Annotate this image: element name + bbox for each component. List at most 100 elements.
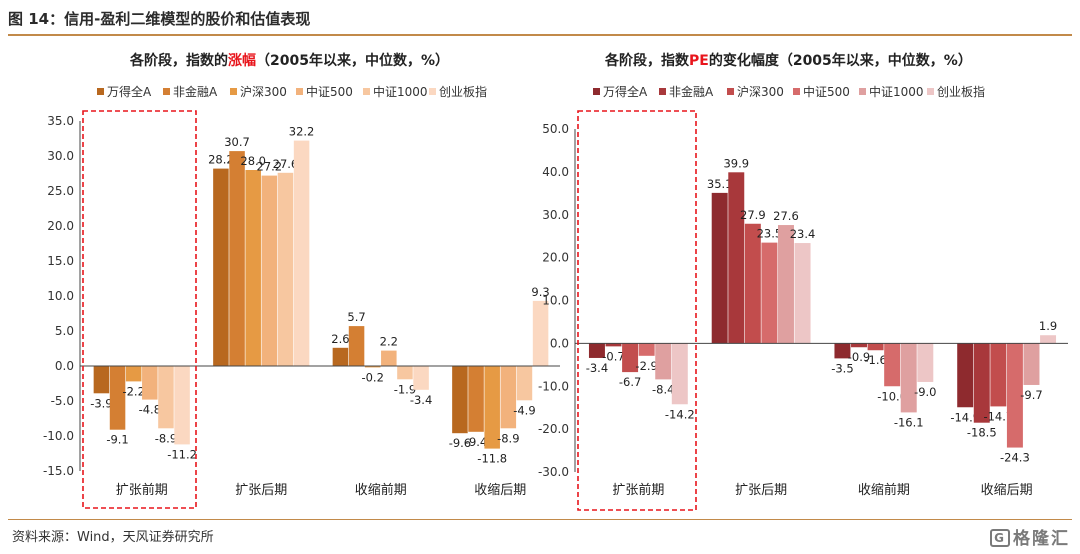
right-bar bbox=[867, 343, 884, 351]
left-bar bbox=[364, 366, 381, 368]
right-bar bbox=[973, 343, 990, 423]
left-data-label: 9.3 bbox=[531, 285, 549, 299]
right-bar bbox=[588, 343, 605, 358]
left-data-label: -1.9 bbox=[394, 382, 416, 396]
left-bar bbox=[484, 366, 500, 449]
footer-divider bbox=[8, 519, 1072, 520]
right-legend-label: 中证1000 bbox=[869, 84, 924, 99]
right-category-label: 扩张前期 bbox=[612, 482, 664, 498]
right-legend-label: 万得全A bbox=[603, 84, 648, 99]
right-legend-swatch bbox=[859, 88, 866, 95]
left-bar bbox=[109, 366, 126, 430]
left-ytick-label: 15.0 bbox=[47, 254, 74, 268]
right-bar bbox=[728, 172, 745, 344]
right-data-label: 27.9 bbox=[740, 208, 766, 222]
right-data-label: 23.5 bbox=[757, 227, 783, 241]
left-bar bbox=[277, 172, 294, 366]
right-data-label: -14.7 bbox=[983, 409, 1013, 423]
right-data-label: 23.4 bbox=[790, 227, 816, 241]
left-legend-label: 中证500 bbox=[306, 84, 353, 99]
right-bar bbox=[638, 343, 655, 356]
right-data-label: -2.9 bbox=[635, 359, 657, 373]
left-category-label: 扩张前期 bbox=[116, 482, 168, 498]
left-legend-swatch bbox=[230, 88, 237, 95]
left-bar bbox=[468, 366, 484, 432]
left-bar bbox=[332, 347, 349, 366]
left-title-highlight: 涨幅 bbox=[228, 53, 256, 69]
left-data-label: 2.6 bbox=[331, 332, 349, 346]
left-bar bbox=[516, 366, 533, 401]
left-data-label: -9.4 bbox=[465, 435, 487, 449]
left-bar bbox=[532, 300, 549, 366]
right-ytick-label: -20.0 bbox=[538, 422, 569, 436]
right-bar bbox=[1040, 335, 1057, 344]
left-ytick-label: 35.0 bbox=[47, 114, 74, 128]
right-data-label: -24.3 bbox=[1000, 451, 1030, 465]
right-title-suffix: 的变化幅度（2005年以来，中位数，%） bbox=[708, 53, 972, 69]
right-data-label: -10.0 bbox=[877, 389, 907, 403]
left-ytick-label: -15.0 bbox=[43, 464, 74, 478]
right-bar bbox=[834, 343, 851, 359]
left-data-label: -4.9 bbox=[513, 403, 535, 417]
left-chart-title: 各阶段，指数的涨幅（2005年以来，中位数，%） bbox=[130, 50, 449, 70]
left-bar bbox=[413, 366, 429, 390]
left-data-label: 27.6 bbox=[273, 157, 299, 171]
right-data-label: -18.5 bbox=[967, 426, 997, 440]
right-ytick-label: 10.0 bbox=[542, 294, 569, 308]
left-legend-label: 沪深300 bbox=[240, 85, 287, 99]
watermark-logo: G 格隆汇 bbox=[990, 524, 1070, 549]
left-data-label: 2.2 bbox=[380, 335, 398, 349]
left-category-label: 扩张后期 bbox=[235, 483, 287, 498]
right-legend-label: 沪深300 bbox=[737, 85, 784, 99]
right-bar bbox=[711, 192, 728, 344]
right-data-label: -14.9 bbox=[950, 410, 980, 424]
left-title-prefix: 各阶段，指数的 bbox=[130, 53, 228, 69]
left-legend-swatch bbox=[163, 88, 170, 95]
right-bar bbox=[884, 343, 901, 387]
right-legend-label: 中证500 bbox=[803, 84, 850, 99]
left-ytick-label: 10.0 bbox=[47, 289, 74, 303]
right-bar bbox=[761, 242, 778, 344]
left-ytick-label: 20.0 bbox=[47, 219, 74, 233]
left-data-label: 28.2 bbox=[208, 153, 234, 167]
left-bar bbox=[381, 350, 397, 366]
right-ytick-label: 40.0 bbox=[542, 165, 569, 179]
right-bar bbox=[1006, 343, 1023, 448]
title-divider bbox=[8, 34, 1072, 36]
right-bar bbox=[851, 343, 868, 348]
right-data-label: -8.4 bbox=[652, 382, 674, 396]
right-ytick-label: -10.0 bbox=[538, 379, 569, 393]
left-bar bbox=[93, 366, 110, 394]
left-bar bbox=[213, 168, 229, 366]
source-note: 资料来源：Wind，天风证券研究所 bbox=[12, 530, 214, 545]
right-bar bbox=[990, 343, 1007, 407]
right-bar bbox=[655, 343, 672, 380]
right-data-label: -9.0 bbox=[914, 385, 936, 399]
left-bar bbox=[293, 140, 310, 366]
right-data-label: -9.7 bbox=[1020, 388, 1042, 402]
left-bar bbox=[125, 366, 142, 382]
left-data-label: -8.9 bbox=[155, 431, 177, 445]
right-data-label: 1.9 bbox=[1039, 319, 1057, 333]
right-data-label: 27.6 bbox=[773, 209, 799, 223]
right-category-label: 扩张后期 bbox=[735, 483, 787, 498]
left-data-label: -3.9 bbox=[90, 396, 112, 410]
right-data-label: -14.2 bbox=[665, 407, 695, 421]
right-data-label: 39.9 bbox=[723, 156, 749, 170]
left-data-label: -11.2 bbox=[167, 447, 197, 461]
right-bar bbox=[744, 223, 761, 344]
left-bar bbox=[348, 326, 365, 366]
right-legend-label: 非金融A bbox=[669, 84, 714, 99]
left-legend-swatch bbox=[97, 88, 104, 95]
left-data-label: -9.6 bbox=[449, 436, 471, 450]
left-bar bbox=[261, 175, 278, 366]
right-data-label: -0.7 bbox=[602, 349, 624, 363]
left-title-suffix: （2005年以来，中位数，%） bbox=[256, 53, 449, 69]
left-ytick-label: 25.0 bbox=[47, 184, 74, 198]
left-legend-swatch bbox=[363, 88, 370, 95]
left-category-label: 收缩前期 bbox=[355, 482, 407, 498]
left-bar bbox=[142, 366, 158, 400]
figure-title: 图 14：信用-盈利二维模型的股价和估值表现 bbox=[8, 10, 311, 28]
right-bar bbox=[777, 225, 794, 344]
